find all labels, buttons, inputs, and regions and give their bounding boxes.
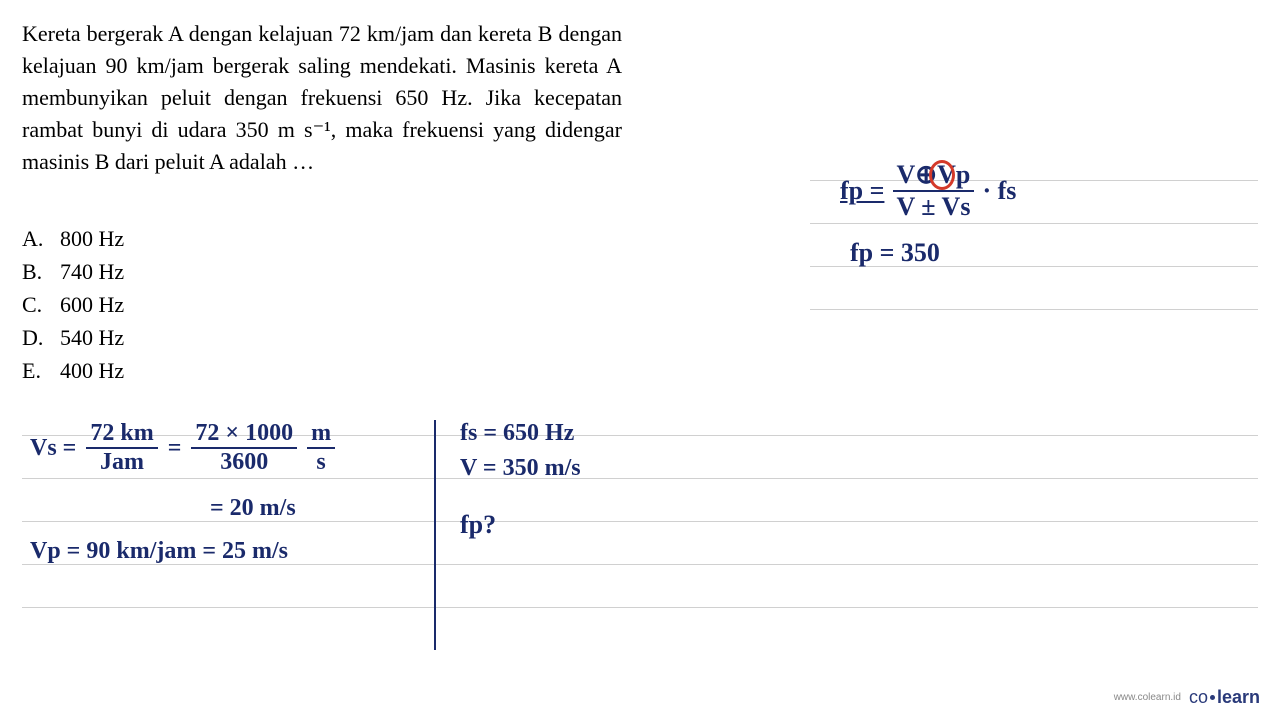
fp-tail: · fs xyxy=(982,176,1016,206)
logo-part2: learn xyxy=(1217,687,1260,707)
option-c: C. 600 Hz xyxy=(22,288,124,321)
fp-denominator: V ± Vs xyxy=(892,192,974,222)
option-letter: D. xyxy=(22,321,46,354)
option-e: E. 400 Hz xyxy=(22,354,124,387)
options-list: A. 800 Hz B. 740 Hz C. 600 Hz D. 540 Hz … xyxy=(22,222,124,387)
colearn-logo: colearn xyxy=(1189,687,1260,708)
option-text: 540 Hz xyxy=(60,321,124,354)
fp-lhs: fp = xyxy=(840,176,884,206)
ruled-line xyxy=(22,607,1258,608)
fp-value: fp = 350 xyxy=(850,238,940,268)
option-letter: C. xyxy=(22,288,46,321)
option-a: A. 800 Hz xyxy=(22,222,124,255)
vs-frac1: 72 km Jam xyxy=(86,420,157,476)
red-circle-icon xyxy=(929,160,955,190)
fs-value: fs = 650 Hz xyxy=(460,420,574,447)
option-letter: A. xyxy=(22,222,46,255)
vs-frac2: 72 × 1000 3600 xyxy=(191,420,297,476)
vs-eq: = xyxy=(168,435,182,462)
option-letter: B. xyxy=(22,255,46,288)
option-text: 600 Hz xyxy=(60,288,124,321)
fp-question: fp? xyxy=(460,510,496,540)
footer: www.colearn.id colearn xyxy=(1114,687,1260,708)
vs-frac1-den: Jam xyxy=(96,449,148,476)
vs-unit-num: m xyxy=(307,420,335,449)
ruled-line xyxy=(810,223,1258,224)
vs-frac2-den: 3600 xyxy=(216,449,272,476)
ruled-line xyxy=(22,521,1258,522)
v-value: V = 350 m/s xyxy=(460,455,581,482)
dot-icon xyxy=(1210,695,1215,700)
vs-frac1-num: 72 km xyxy=(86,420,157,449)
ruled-line xyxy=(22,478,1258,479)
footer-url: www.colearn.id xyxy=(1114,692,1181,703)
vs-unit: m s xyxy=(307,420,335,476)
vs-unit-den: s xyxy=(312,449,329,476)
option-text: 740 Hz xyxy=(60,255,124,288)
vs-result: = 20 m/s xyxy=(210,495,296,522)
option-text: 800 Hz xyxy=(60,222,124,255)
option-d: D. 540 Hz xyxy=(22,321,124,354)
vs-frac2-num: 72 × 1000 xyxy=(191,420,297,449)
vertical-divider xyxy=(434,420,436,650)
option-letter: E. xyxy=(22,354,46,387)
option-b: B. 740 Hz xyxy=(22,255,124,288)
problem-text: Kereta bergerak A dengan kelajuan 72 km/… xyxy=(22,18,622,177)
vp-calc: Vp = 90 km/jam = 25 m/s xyxy=(30,538,288,565)
logo-part1: co xyxy=(1189,687,1208,707)
vs-lhs: Vs = xyxy=(30,435,76,462)
ruled-line xyxy=(810,309,1258,310)
page: Kereta bergerak A dengan kelajuan 72 km/… xyxy=(0,0,1280,720)
vs-calc: Vs = 72 km Jam = 72 × 1000 3600 m s xyxy=(30,420,335,476)
formula-doppler: fp = V⊕Vp V ± Vs · fs xyxy=(840,160,1016,222)
option-text: 400 Hz xyxy=(60,354,124,387)
